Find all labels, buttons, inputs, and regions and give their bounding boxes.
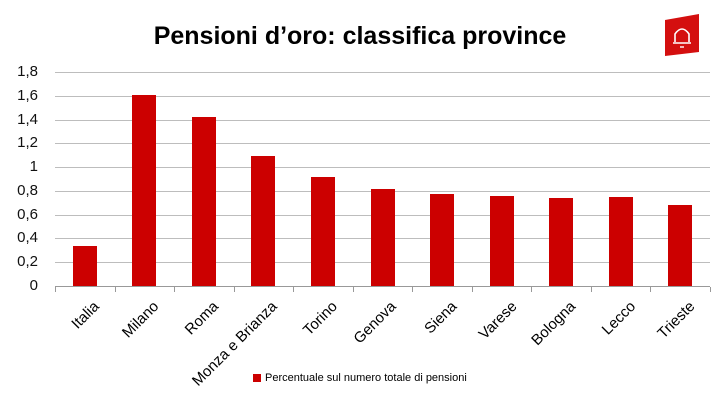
bar-roma bbox=[192, 117, 216, 286]
y-tick-label: 0,8 bbox=[17, 182, 38, 199]
x-tick-label: Italia bbox=[68, 298, 104, 333]
bar-lecco bbox=[609, 197, 633, 286]
x-tick-label: Varese bbox=[475, 298, 521, 343]
x-tick-label: Siena bbox=[420, 298, 461, 338]
gridline bbox=[55, 96, 710, 97]
x-tick bbox=[412, 287, 413, 292]
bell-icon bbox=[665, 14, 699, 56]
x-tick-label: Milano bbox=[118, 298, 163, 342]
y-tick-label: 1,6 bbox=[17, 87, 38, 104]
y-tick-label: 0,6 bbox=[17, 206, 38, 223]
gridline bbox=[55, 286, 710, 287]
x-tick-label: Roma bbox=[181, 298, 223, 339]
x-tick bbox=[710, 287, 711, 292]
bar-milano bbox=[132, 95, 156, 286]
x-tick bbox=[234, 287, 235, 292]
y-tick-label: 0,2 bbox=[17, 253, 38, 270]
bar-italia bbox=[73, 246, 97, 286]
legend-label: Percentuale sul numero totale di pension… bbox=[265, 372, 467, 384]
bar-torino bbox=[311, 177, 335, 286]
x-tick bbox=[650, 287, 651, 292]
x-tick bbox=[591, 287, 592, 292]
y-tick-label: 1,8 bbox=[17, 63, 38, 80]
y-tick-label: 1,4 bbox=[17, 111, 38, 128]
bar-siena bbox=[430, 194, 454, 286]
x-tick-label: Bologna bbox=[528, 298, 580, 349]
gridline bbox=[55, 120, 710, 121]
bar-trieste bbox=[668, 205, 692, 286]
bar-bologna bbox=[549, 198, 573, 286]
x-tick-label: Genova bbox=[350, 298, 401, 348]
gridline bbox=[55, 167, 710, 168]
y-tick-label: 0,4 bbox=[17, 229, 38, 246]
gridline bbox=[55, 72, 710, 73]
x-tick bbox=[353, 287, 354, 292]
x-tick bbox=[531, 287, 532, 292]
x-tick bbox=[115, 287, 116, 292]
y-tick-label: 0 bbox=[29, 277, 38, 294]
bar-genova bbox=[371, 189, 395, 286]
x-tick bbox=[174, 287, 175, 292]
x-tick bbox=[293, 287, 294, 292]
y-tick-label: 1 bbox=[29, 158, 38, 175]
chart-title: Pensioni d’oro: classifica province bbox=[153, 22, 567, 50]
bar-monza-e-brianza bbox=[251, 156, 275, 286]
legend: Percentuale sul numero totale di pension… bbox=[253, 372, 467, 384]
bar-varese bbox=[490, 196, 514, 286]
gridline bbox=[55, 143, 710, 144]
x-tick-label: Trieste bbox=[653, 298, 699, 343]
x-tick-label: Lecco bbox=[598, 298, 640, 339]
x-tick bbox=[55, 287, 56, 292]
x-tick bbox=[472, 287, 473, 292]
y-tick-label: 1,2 bbox=[17, 134, 38, 151]
x-tick-label: Torino bbox=[300, 298, 342, 339]
legend-swatch bbox=[253, 374, 261, 382]
